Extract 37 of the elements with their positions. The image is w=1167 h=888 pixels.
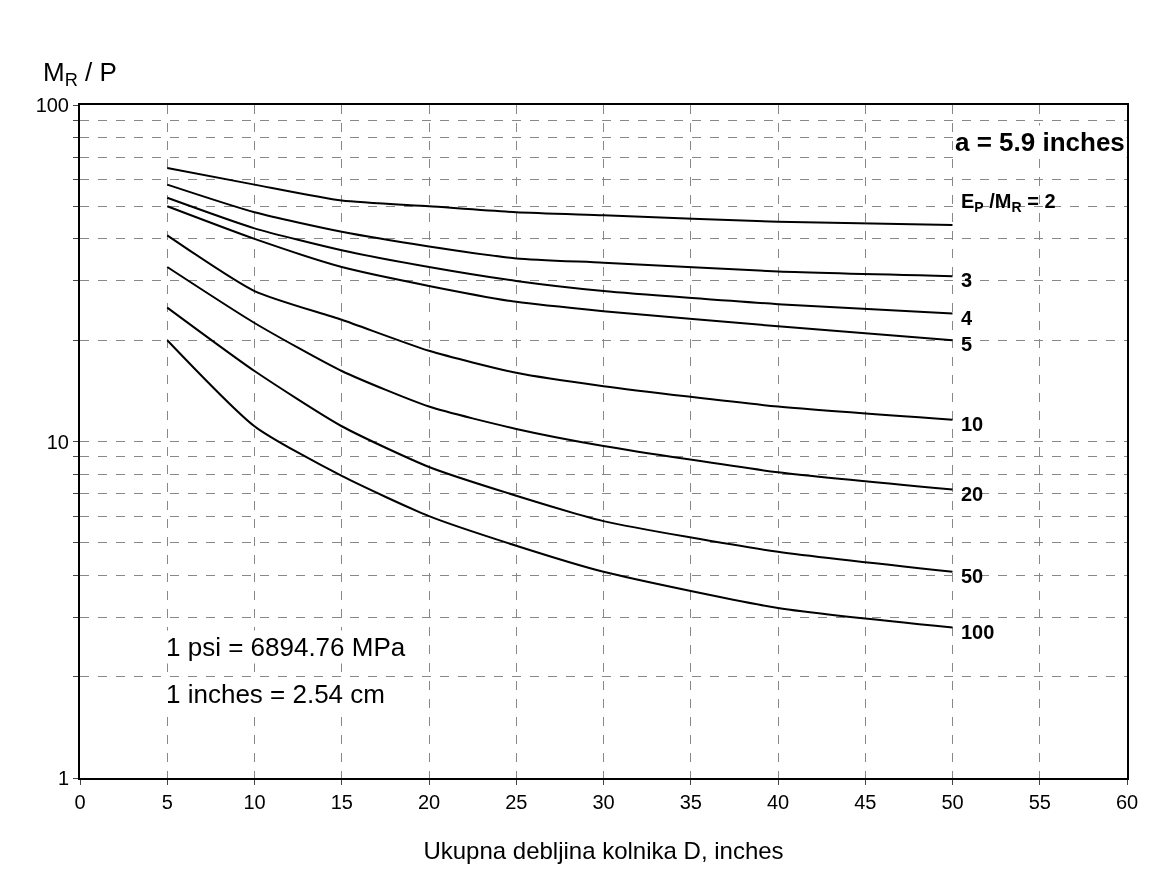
line-series bbox=[166, 306, 954, 573]
x-tick-label: 45 bbox=[854, 791, 877, 813]
x-tick-label: 0 bbox=[74, 791, 86, 813]
series-label: 3 bbox=[961, 269, 973, 291]
y-tick-label: 100 bbox=[35, 94, 69, 116]
series-label: 100 bbox=[961, 621, 995, 643]
x-tick-label: 10 bbox=[243, 791, 266, 813]
line-series bbox=[166, 196, 954, 315]
annotation: 1 psi = 6894.76 MPa bbox=[166, 632, 406, 662]
y-tick-label: 1 bbox=[57, 767, 69, 789]
x-tick-label: 15 bbox=[330, 791, 353, 813]
y-tick-label: 10 bbox=[46, 430, 69, 453]
series-label: 4 bbox=[961, 307, 973, 329]
annotation: 1 inches = 2.54 cm bbox=[166, 679, 385, 709]
x-tick-label: 60 bbox=[1115, 791, 1139, 813]
x-tick-label: 20 bbox=[417, 791, 441, 813]
x-tick-label: 50 bbox=[941, 791, 964, 813]
series-label: 5 bbox=[961, 333, 973, 355]
series-label: 20 bbox=[961, 483, 984, 505]
x-tick-label: 40 bbox=[766, 791, 790, 813]
line-series bbox=[166, 183, 954, 278]
line-series bbox=[166, 266, 954, 491]
line-series bbox=[166, 234, 954, 421]
y-axis-title: M$_{R}$ / P bbox=[43, 57, 117, 91]
x-tick-label: 30 bbox=[592, 791, 615, 813]
series-label: E$_{P}$ /M$_{R}$ = 2 bbox=[961, 190, 1056, 216]
x-axis-title: Ukupna debljina kolnika D, inches bbox=[423, 836, 784, 864]
series-label: 50 bbox=[961, 565, 984, 587]
line-series bbox=[166, 205, 954, 342]
x-tick-label: 5 bbox=[161, 791, 173, 813]
x-tick-label: 35 bbox=[679, 791, 702, 813]
line-series bbox=[166, 166, 954, 226]
line-series bbox=[166, 339, 954, 629]
x-tick-label: 25 bbox=[505, 791, 528, 813]
annotation: a = 5.9 inches bbox=[955, 127, 1125, 157]
x-tick-label: 55 bbox=[1028, 791, 1051, 813]
series-label: 10 bbox=[961, 413, 984, 435]
